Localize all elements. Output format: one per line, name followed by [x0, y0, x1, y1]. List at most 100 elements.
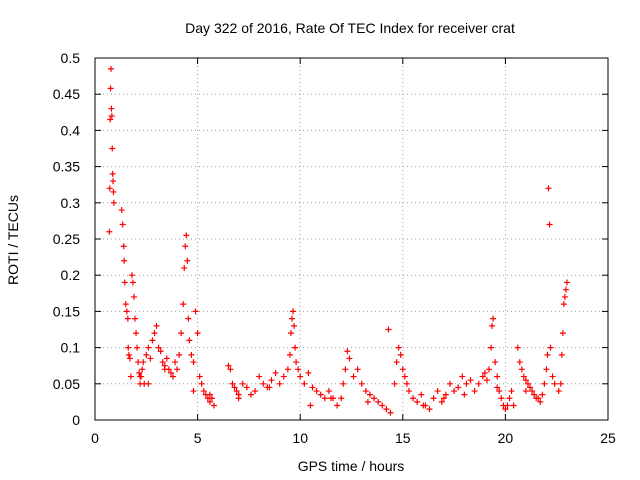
data-point: [231, 384, 238, 391]
data-point: [143, 351, 150, 358]
x-tick-label: 5: [194, 430, 202, 446]
data-point: [288, 315, 295, 322]
data-point: [108, 105, 115, 112]
data-point: [188, 351, 195, 358]
data-point: [137, 373, 144, 380]
data-point: [229, 380, 236, 387]
data-point: [108, 65, 115, 72]
data-point: [151, 330, 158, 337]
data-point: [338, 395, 345, 402]
data-point: [295, 366, 302, 373]
data-point: [481, 369, 488, 376]
data-point: [284, 366, 291, 373]
data-point: [128, 272, 135, 279]
data-point: [121, 257, 128, 264]
data-point: [106, 185, 113, 192]
data-point: [362, 388, 369, 395]
data-point: [206, 398, 213, 405]
data-point: [535, 395, 542, 402]
data-point: [109, 145, 116, 152]
data-point: [118, 207, 125, 214]
y-tick-label: 0: [72, 412, 80, 428]
data-point: [410, 395, 417, 402]
data-point: [225, 362, 232, 369]
data-point: [297, 373, 304, 380]
data-point: [157, 348, 164, 355]
data-point: [190, 359, 197, 366]
data-point: [276, 380, 283, 387]
data-point: [239, 380, 246, 387]
data-point: [110, 188, 117, 195]
data-point: [489, 322, 496, 329]
data-point: [110, 199, 117, 206]
data-point: [490, 315, 497, 322]
data-point: [371, 395, 378, 402]
data-point: [182, 243, 189, 250]
data-point: [129, 279, 136, 286]
data-point: [546, 221, 553, 228]
data-point: [260, 380, 267, 387]
data-point: [562, 286, 569, 293]
data-point: [379, 402, 386, 409]
data-point: [558, 351, 565, 358]
data-point: [135, 359, 142, 366]
data-point: [541, 380, 548, 387]
x-tick-labels: 0 5 10 15 20 25: [91, 430, 616, 446]
data-point: [559, 330, 566, 337]
data-point: [346, 355, 353, 362]
data-point: [342, 366, 349, 373]
data-point: [133, 330, 140, 337]
data-point: [354, 366, 361, 373]
data-point: [518, 366, 525, 373]
data-point: [549, 373, 556, 380]
data-point: [184, 257, 191, 264]
data-point: [124, 315, 131, 322]
data-point: [344, 348, 351, 355]
data-point: [290, 308, 297, 315]
data-point: [280, 373, 287, 380]
data-point: [305, 369, 312, 376]
data-point: [268, 377, 275, 384]
data-point: [502, 406, 509, 413]
data-point: [321, 395, 328, 402]
data-point: [527, 384, 534, 391]
y-tick-label: 0.25: [53, 231, 80, 247]
data-point: [391, 380, 398, 387]
gridlines: [95, 58, 608, 420]
data-point: [522, 388, 529, 395]
data-point: [440, 395, 447, 402]
data-point: [375, 398, 382, 405]
data-point: [485, 366, 492, 373]
data-point: [463, 380, 470, 387]
data-point: [494, 373, 501, 380]
data-point: [155, 344, 162, 351]
data-point: [475, 380, 482, 387]
data-point: [272, 369, 279, 376]
x-tick-label: 25: [600, 430, 616, 446]
data-point: [524, 380, 531, 387]
data-point: [247, 391, 254, 398]
y-tick-label: 0.4: [61, 122, 81, 138]
data-point: [161, 366, 168, 373]
data-point: [233, 388, 240, 395]
data-point: [194, 330, 201, 337]
data-point: [145, 380, 152, 387]
data-point: [313, 388, 320, 395]
data-point: [383, 406, 390, 413]
data-point: [287, 330, 294, 337]
data-point: [307, 402, 314, 409]
data-point: [134, 344, 141, 351]
data-point: [418, 391, 425, 398]
x-tick-label: 20: [498, 430, 514, 446]
data-point: [510, 402, 517, 409]
data-point: [414, 398, 421, 405]
data-point: [401, 373, 408, 380]
data-point: [256, 373, 263, 380]
data-point: [110, 178, 117, 185]
data-point: [186, 337, 193, 344]
data-point: [334, 402, 341, 409]
data-point: [291, 322, 298, 329]
data-point: [547, 344, 554, 351]
data-point: [292, 344, 299, 351]
